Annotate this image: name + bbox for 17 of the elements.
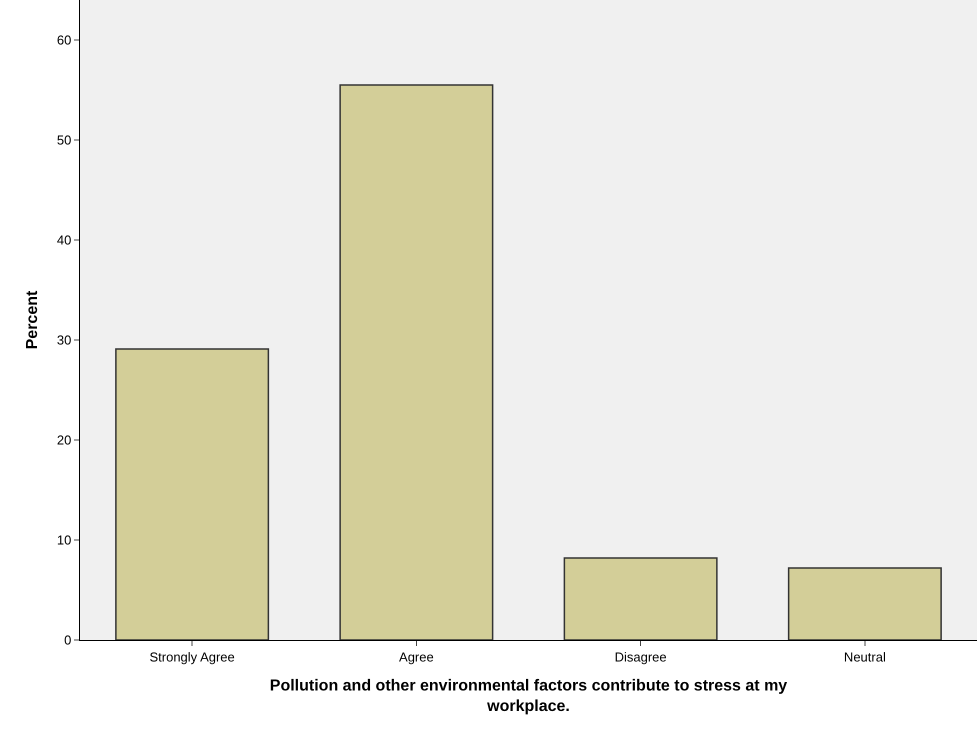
x-axis-title: Pollution and other environmental factors contribute to stress at my workplace. — [270, 677, 788, 716]
x-tick-label: Neutral — [844, 650, 886, 665]
bar — [115, 348, 270, 640]
x-tick-label: Agree — [399, 650, 434, 665]
y-tick-label: 50 — [56, 132, 72, 148]
y-tick-label: 30 — [56, 332, 72, 348]
bar — [564, 557, 718, 640]
x-tick-label: Strongly Agree — [149, 650, 235, 665]
y-tick-label: 60 — [56, 32, 72, 48]
y-tick-label: 10 — [56, 532, 72, 548]
bar — [339, 84, 494, 640]
bar — [788, 567, 942, 640]
y-tick-label: 20 — [56, 432, 72, 448]
x-tick-label: Disagree — [614, 650, 667, 665]
y-tick-label: 0 — [64, 632, 72, 648]
y-tick-label: 40 — [56, 232, 72, 248]
y-axis-title: Percent — [24, 290, 41, 350]
